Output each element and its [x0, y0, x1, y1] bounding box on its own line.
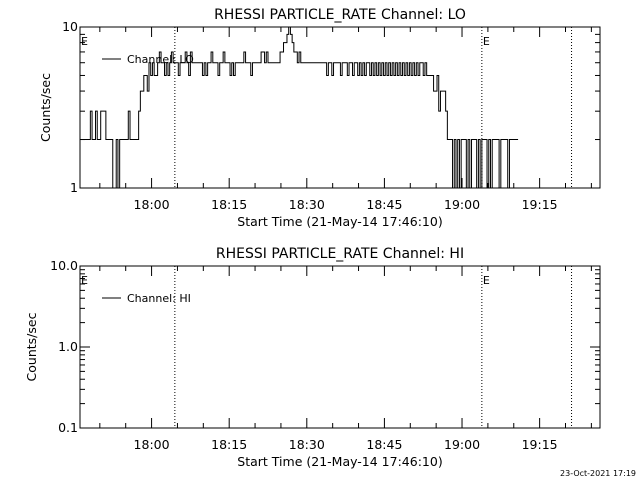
- chart2-title: RHESSI PARTICLE_RATE Channel: HI: [216, 246, 464, 262]
- chart2-x-tick-label: 18:00: [134, 437, 170, 452]
- chart1-x-tick-label: 18:45: [366, 197, 402, 212]
- chart2-x-tick-label: 19:15: [522, 437, 558, 452]
- chart2-event-label: E: [483, 274, 490, 287]
- chart2-x-tick-label: 18:45: [366, 437, 402, 452]
- chart2-x-tick-label: 18:15: [211, 437, 247, 452]
- chart2-y-tick-label: 0.1: [58, 420, 78, 435]
- chart2-corner-label: E: [81, 274, 88, 287]
- chart1-x-tick-label: 18:00: [134, 197, 170, 212]
- chart1-legend-label: Channel: LO: [127, 53, 194, 66]
- chart2-y-tick-label: 10.0: [50, 258, 78, 273]
- chart2-x-tick-label: 18:30: [289, 437, 325, 452]
- chart1-x-tick-label: 18:15: [211, 197, 247, 212]
- chart2-x-tick-label: 19:00: [444, 437, 480, 452]
- chart1-x-axis-label: Start Time (21-May-14 17:46:10): [237, 214, 442, 229]
- chart1-x-tick-label: 19:15: [522, 197, 558, 212]
- chart1-series-line: [80, 26, 519, 189]
- chart2-legend-label: Channel: HI: [127, 292, 191, 305]
- chart1-title: RHESSI PARTICLE_RATE Channel: LO: [214, 7, 466, 23]
- chart1-x-tick-label: 19:00: [444, 197, 480, 212]
- chart2-y-tick-label: 1.0: [58, 339, 78, 354]
- chart1-y-tick-label: 1: [70, 180, 78, 195]
- chart2-plot-frame: [79, 265, 601, 429]
- chart1-event-label: E: [483, 35, 490, 48]
- chart1-corner-label: E: [81, 35, 88, 48]
- chart1-y-axis-label: Counts/sec: [38, 73, 53, 142]
- chart1-plot-frame: [79, 26, 601, 189]
- chart2-x-axis-label: Start Time (21-May-14 17:46:10): [237, 454, 442, 469]
- chart1-x-tick-label: 18:30: [289, 197, 325, 212]
- footer-timestamp: 23-Oct-2021 17:19: [560, 469, 636, 478]
- chart2-y-axis-label: Counts/sec: [24, 312, 39, 381]
- chart1-y-tick-label: 10: [62, 19, 78, 34]
